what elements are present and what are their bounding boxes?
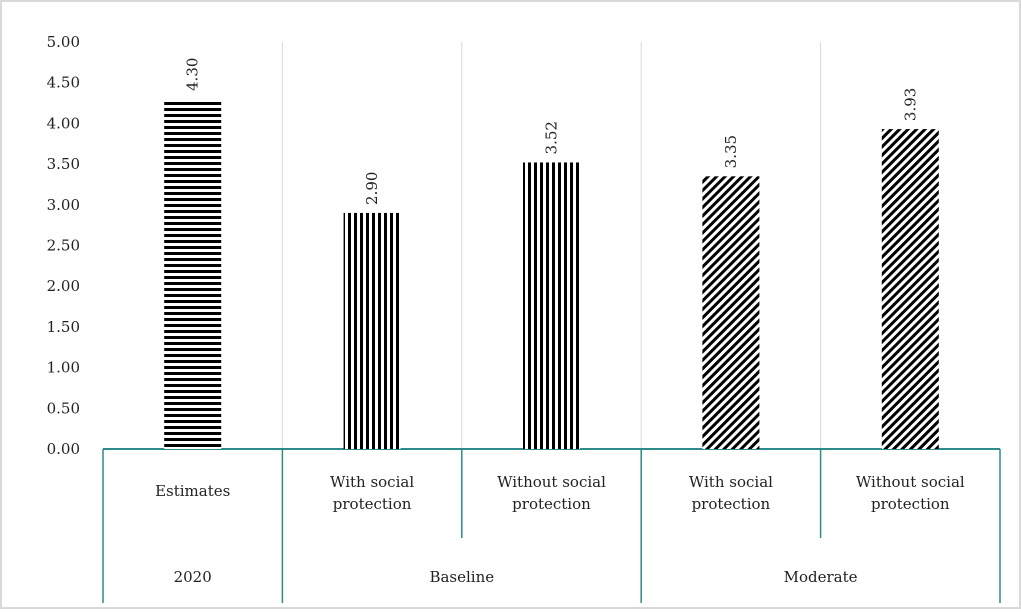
- category-label: Without social: [856, 473, 965, 491]
- category-label: Without social: [497, 473, 606, 491]
- y-tick-label: 1.50: [47, 318, 80, 336]
- group-label: Moderate: [784, 568, 858, 586]
- bar: [702, 176, 760, 449]
- bar: [523, 162, 580, 450]
- y-tick-label: 1.00: [47, 359, 80, 377]
- y-tick-label: 5.00: [47, 33, 80, 51]
- data-label: 2.90: [363, 172, 381, 205]
- category-label: With social: [689, 473, 773, 491]
- y-tick-label: 4.50: [47, 74, 80, 92]
- group-label: 2020: [174, 568, 212, 586]
- y-tick-label: 4.00: [47, 114, 80, 132]
- data-label: 3.93: [901, 88, 919, 121]
- data-label: 3.35: [722, 135, 740, 168]
- category-label: With social: [330, 473, 414, 491]
- y-tick-label: 3.00: [47, 196, 80, 214]
- y-tick-label: 0.50: [47, 399, 80, 417]
- category-label: Estimates: [155, 482, 230, 500]
- y-tick-label: 2.50: [47, 237, 80, 255]
- group-label: Baseline: [429, 568, 494, 586]
- data-label: 4.30: [184, 58, 202, 91]
- y-tick-label: 2.00: [47, 277, 80, 295]
- bar: [881, 129, 939, 449]
- bar: [164, 98, 222, 449]
- category-label: protection: [871, 495, 950, 513]
- bar: [343, 212, 401, 449]
- category-label: protection: [512, 495, 591, 513]
- y-tick-label: 0.00: [47, 440, 80, 458]
- category-label: protection: [333, 495, 412, 513]
- y-tick-label: 3.50: [47, 155, 80, 173]
- category-label: protection: [692, 495, 771, 513]
- data-label: 3.52: [543, 121, 561, 154]
